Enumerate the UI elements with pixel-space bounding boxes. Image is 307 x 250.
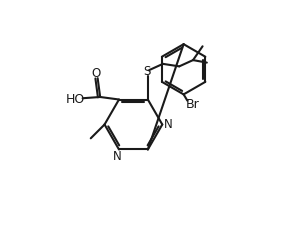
Text: N: N (113, 149, 122, 162)
Text: O: O (92, 67, 101, 80)
Text: HO: HO (65, 92, 85, 105)
Text: Br: Br (185, 98, 199, 111)
Text: S: S (143, 64, 150, 77)
Text: N: N (163, 117, 172, 130)
